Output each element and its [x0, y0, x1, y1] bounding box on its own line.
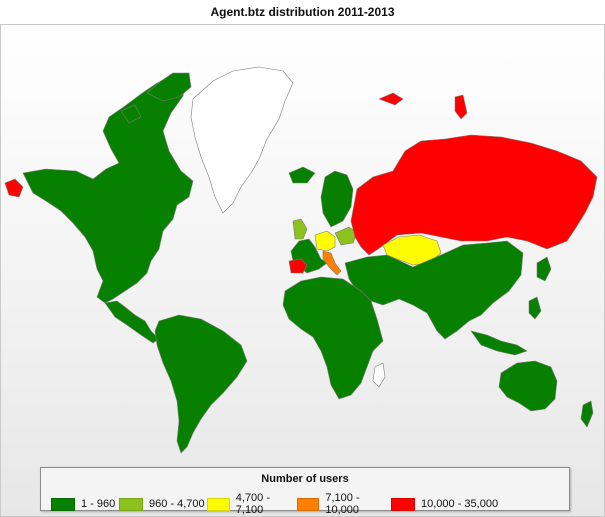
legend-swatch [391, 497, 415, 511]
legend-item-tier-5[interactable]: 10,000 - 35,000 [391, 497, 501, 511]
legend-item-tier-1[interactable]: 1 - 960 [51, 497, 119, 511]
region-germany[interactable] [314, 230, 336, 252]
region-madagascar[interactable] [372, 362, 386, 388]
legend-swatch [119, 497, 143, 511]
region-iceland[interactable] [288, 166, 316, 184]
legend-items: 1 - 960 960 - 4,700 4,700 - 7,100 7,100 … [51, 492, 501, 516]
region-spain[interactable] [288, 258, 308, 274]
region-chukotka[interactable] [4, 178, 24, 198]
legend-label: 10,000 - 35,000 [421, 498, 499, 510]
region-japan[interactable] [536, 256, 552, 282]
legend-swatch [297, 497, 320, 511]
legend-label: 4,700 - 7,100 [235, 492, 271, 516]
region-russia-islands[interactable] [378, 92, 468, 120]
legend-item-tier-4[interactable]: 7,100 - 10,000 [297, 492, 391, 516]
region-south-america[interactable] [154, 314, 248, 454]
world-map-panel [0, 24, 605, 517]
region-middle-east-asia[interactable] [344, 240, 524, 340]
region-poland[interactable] [334, 226, 358, 246]
world-map [4, 66, 598, 454]
legend-item-tier-3[interactable]: 4,700 - 7,100 [207, 492, 297, 516]
region-arctic-islands[interactable] [120, 72, 192, 124]
region-united-kingdom[interactable] [292, 218, 308, 240]
region-australia[interactable] [498, 360, 558, 412]
legend-swatch [51, 497, 75, 511]
region-se-asia[interactable] [470, 296, 542, 356]
region-central-america[interactable] [104, 300, 160, 344]
legend-title: Number of users [261, 473, 349, 485]
region-new-zealand[interactable] [580, 400, 594, 428]
map-title: Agent.btz distribution 2011-2013 [210, 5, 395, 19]
legend-label: 7,100 - 10,000 [325, 492, 360, 516]
region-north-america[interactable] [22, 74, 194, 304]
region-africa[interactable] [282, 276, 384, 400]
legend-item-tier-2[interactable]: 960 - 4,700 [119, 497, 207, 511]
legend-label: 1 - 960 [81, 498, 116, 510]
legend-swatch [207, 497, 230, 511]
region-russia[interactable] [350, 134, 598, 256]
region-greenland[interactable] [190, 66, 294, 214]
map-legend: Number of users 1 - 960 960 - 4,700 4,70… [40, 467, 570, 516]
region-italy[interactable] [322, 250, 342, 276]
legend-label: 960 - 4,700 [149, 498, 205, 510]
